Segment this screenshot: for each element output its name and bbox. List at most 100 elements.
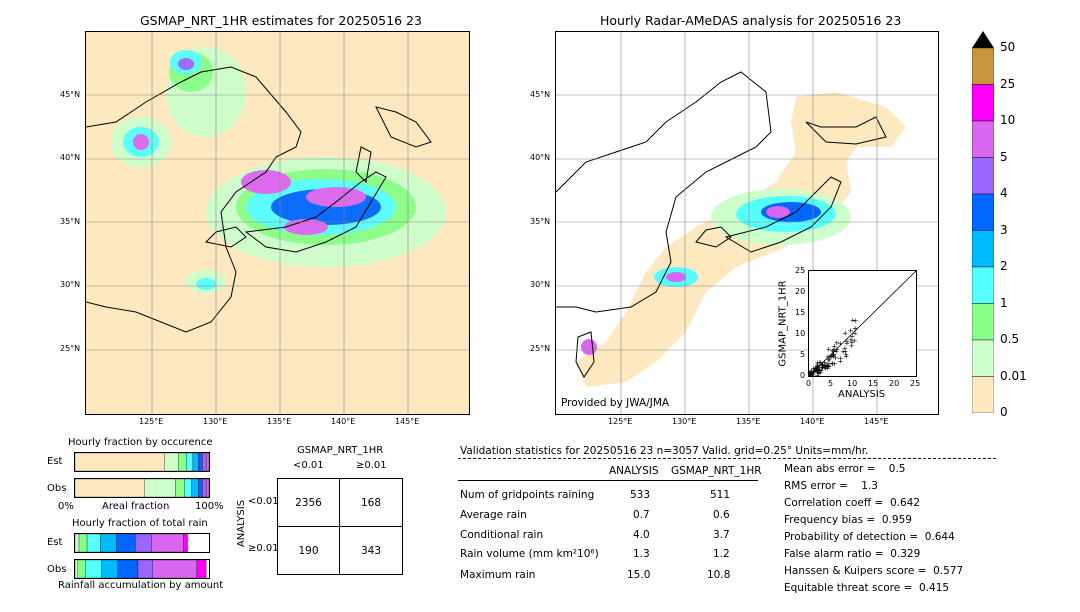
- scatter-point: +: [834, 346, 840, 354]
- left-lat-30: 30°N: [60, 280, 81, 289]
- fraction-segment: [175, 479, 186, 497]
- score-mae: Mean abs error = 0.5: [784, 463, 906, 475]
- scatter-point: +: [844, 339, 850, 347]
- fraction-segment: [164, 453, 179, 471]
- scatter-ylabel: GSMAP_NRT_1HR: [777, 280, 789, 367]
- score-rmse: RMS error = 1.3: [784, 480, 878, 492]
- scatter-point: +: [809, 373, 812, 376]
- scatter-point: +: [816, 370, 822, 376]
- right-rain-field: [581, 189, 851, 355]
- scatter-point: +: [842, 344, 848, 352]
- score-ets: Equitable threat score = 0.415: [784, 582, 950, 594]
- scatter-point: +: [816, 365, 822, 373]
- scatter-canvas: +++ +++++++++++++++++++++++++++++++++++++…: [809, 271, 916, 376]
- validation-row-label: Num of gridpoints raining: [460, 489, 595, 501]
- left-lat-45: 45°N: [60, 90, 81, 99]
- scatter-point: +: [809, 369, 813, 376]
- scatter-point: +: [809, 373, 813, 376]
- scatter-ytick-20: 20: [795, 287, 806, 296]
- right-lat-45: 45°N: [530, 90, 551, 99]
- scatter-point: +: [809, 373, 812, 376]
- fraction-segment: [135, 534, 152, 552]
- fraction-segment: [198, 479, 203, 497]
- left-lat-40: 40°N: [60, 153, 81, 162]
- fraction-segment: [202, 479, 207, 497]
- scatter-ytick-5: 5: [800, 350, 806, 359]
- scatter-point: +: [813, 365, 819, 373]
- fraction-segment: [206, 453, 209, 471]
- occurrence-row-est: Est: [47, 456, 63, 467]
- scatter-point: +: [809, 373, 812, 376]
- left-lon-145: 145°E: [395, 417, 420, 426]
- scatter-point: +: [826, 346, 832, 354]
- scatter-xtick-5: 5: [828, 379, 834, 388]
- validation-row-analysis: 0.7: [633, 509, 650, 521]
- scatter-point: +: [826, 356, 832, 364]
- scatter-point: +: [809, 372, 812, 376]
- scatter-point: +: [814, 362, 820, 370]
- scatter-point: +: [809, 373, 812, 376]
- scatter-point: +: [819, 364, 825, 372]
- right-coastline: [556, 71, 887, 378]
- fraction-segment: [86, 534, 101, 552]
- fraction-segment: [77, 560, 86, 578]
- scatter-xlabel: ANALYSIS: [838, 389, 886, 400]
- contingency-row-1: ≥0.01: [248, 543, 279, 554]
- scatter-point: +: [811, 365, 817, 373]
- validation-row-analysis: 4.0: [633, 529, 650, 541]
- fraction-segment: [85, 560, 102, 578]
- fraction-segment: [151, 534, 184, 552]
- scatter-point: +: [814, 365, 820, 373]
- total-rain-row-est: Est: [47, 537, 63, 548]
- scatter-point: +: [825, 360, 831, 368]
- scatter-inset: + + + + + + + + + + + + + + + + + + + + + + + + + + + + + + + + + + + + + + + +…: [808, 270, 917, 377]
- validation-row-gsmap: 1.2: [713, 548, 730, 560]
- scatter-point: +: [831, 343, 837, 351]
- scatter-point: +: [815, 359, 821, 367]
- validation-row-label: Maximum rain: [460, 569, 536, 581]
- scatter-xtick-10: 10: [847, 379, 858, 388]
- scatter-point: +: [811, 368, 817, 376]
- scatter-point: +: [826, 362, 832, 370]
- colorbar-band: [972, 376, 994, 413]
- colorbar-band: [972, 303, 994, 341]
- colorbar-band: [972, 47, 994, 85]
- scatter-point: +: [809, 373, 812, 376]
- occurrence-row-obs: Obs: [47, 483, 67, 494]
- scatter-point: +: [824, 364, 830, 372]
- right-lon-135: 135°E: [736, 417, 761, 426]
- scatter-point: +: [830, 352, 836, 360]
- scatter-point: +: [852, 325, 858, 333]
- score-pod: Probability of detection = 0.644: [784, 531, 955, 543]
- scatter-point: +: [809, 373, 812, 376]
- scatter-point: +: [809, 373, 812, 376]
- occurrence-title: Hourly fraction by occurence: [68, 437, 213, 448]
- scatter-point: +: [815, 365, 821, 373]
- right-map-title: Hourly Radar-AMeDAS analysis for 2025051…: [600, 13, 902, 28]
- scatter-point: +: [809, 372, 813, 376]
- occurrence-bar-est: [74, 452, 210, 472]
- fraction-segment: [137, 560, 153, 578]
- scatter-point: +: [809, 371, 813, 376]
- validation-row-label: Conditional rain: [460, 529, 544, 541]
- fraction-segment: [101, 560, 119, 578]
- scatter-point: +: [849, 342, 855, 350]
- scatter-point: +: [829, 347, 835, 355]
- scatter-point: +: [831, 351, 837, 359]
- scatter-diagonal: [809, 271, 916, 376]
- scatter-point: +: [815, 362, 821, 370]
- validation-row-label: Rain volume (mm km²10⁶): [460, 548, 599, 560]
- left-map-panel: [85, 31, 470, 415]
- scatter-point: +: [843, 352, 849, 360]
- validation-row-label: Average rain: [460, 509, 527, 521]
- colorbar-canvas: [972, 31, 994, 413]
- scatter-point: +: [819, 361, 825, 369]
- contingency-col-1: ≥0.01: [356, 460, 387, 471]
- fraction-segment: [75, 479, 145, 497]
- scatter-point: +: [810, 373, 816, 376]
- scatter-point: +: [811, 367, 817, 375]
- scatter-point: +: [815, 368, 821, 376]
- colorbar-band: [972, 266, 994, 304]
- scatter-point: +: [831, 348, 837, 356]
- scatter-point: +: [829, 360, 835, 368]
